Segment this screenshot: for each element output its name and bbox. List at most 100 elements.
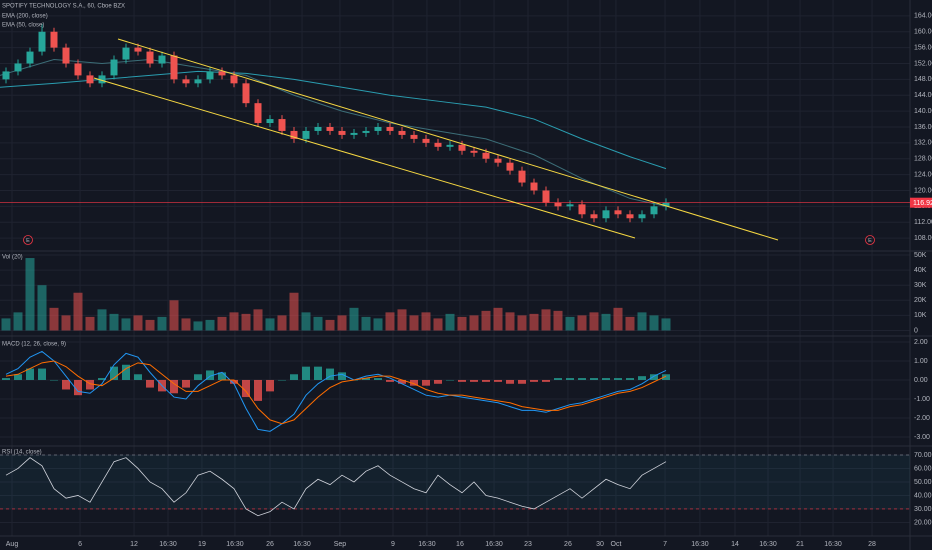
macd-histogram-bar (554, 378, 562, 380)
volume-bar (181, 318, 191, 331)
macd-histogram-bar (218, 372, 226, 380)
x-tick-label: 14 (731, 541, 739, 548)
macd-line (5, 350, 667, 432)
candle-body (350, 132, 358, 135)
macd-histogram-bar (98, 378, 106, 380)
candle-body (218, 71, 226, 76)
macd-histogram-bar (494, 379, 502, 382)
macd-histogram-bar (626, 378, 634, 380)
candle-body (158, 55, 166, 64)
candle-body (530, 182, 538, 191)
candle-body (2, 71, 10, 80)
earnings-marker[interactable]: E (865, 235, 875, 245)
candle-body (14, 63, 22, 72)
y-tick-label: 112.00 (914, 219, 932, 226)
x-tick-label: 16 (456, 541, 464, 548)
candle-body (302, 130, 310, 139)
x-tick-label: 26 (266, 541, 274, 548)
y-tick-label: -3.00 (914, 434, 930, 441)
candle-body (254, 103, 262, 124)
x-tick-label: 9 (391, 541, 395, 548)
ema-line (0, 59, 667, 207)
candle-body (290, 130, 298, 139)
candle-body (230, 75, 238, 84)
last-price-box (910, 197, 932, 208)
volume-bar (229, 312, 239, 331)
macd-histogram-bar (110, 366, 118, 380)
channel-line (117, 38, 779, 241)
last-price-label: 116.92 (913, 200, 932, 207)
y-tick-label: 128.00 (914, 156, 932, 163)
pane-title[interactable]: MACD (12, 26, close, 9) (2, 342, 66, 348)
indicator-legend[interactable]: EMA (50, close) (2, 23, 44, 29)
y-tick-label: 20.00 (914, 519, 932, 526)
signal-line (5, 360, 667, 425)
earnings-label: E (868, 238, 872, 244)
pane-title[interactable]: RSI (14, close) (2, 450, 42, 456)
macd-histogram-bar (314, 366, 322, 380)
volume-bar (37, 285, 47, 331)
candle-body (74, 63, 82, 76)
macd-histogram-bar (362, 378, 370, 380)
macd-histogram-bar (506, 379, 514, 384)
rsi-line (5, 457, 667, 517)
candle-body (266, 119, 274, 124)
volume-bar (517, 315, 527, 331)
x-tick-label: 16:30 (759, 541, 777, 548)
macd-histogram-bar (566, 378, 574, 380)
candle-body (38, 31, 46, 52)
y-tick-label: 144.00 (914, 92, 932, 99)
candle-body (194, 79, 202, 84)
candle-body (446, 144, 454, 147)
grid (0, 0, 910, 536)
candle-body (26, 51, 34, 64)
candle-body (638, 214, 646, 219)
macd-histogram-bar (434, 379, 442, 384)
macd-histogram-bar (38, 368, 46, 380)
macd-histogram-bar (338, 372, 346, 380)
candle-body (338, 130, 346, 135)
volume-bar (457, 316, 467, 331)
y-tick-label: 2.00 (914, 339, 928, 346)
macd-histogram-bar (290, 374, 298, 380)
candle-body (614, 210, 622, 215)
volume-bar (49, 307, 59, 331)
symbol-title[interactable]: SPOTIFY TECHNOLOGY S.A., 60, Cboe BZX (2, 4, 125, 10)
volume-bar (361, 316, 371, 331)
y-tick-label: 50.00 (914, 479, 932, 486)
x-tick-label: 16:30 (691, 541, 709, 548)
indicator-legend[interactable]: EMA (200, close) (2, 14, 48, 20)
volume-bar (25, 258, 35, 331)
x-tick-label: 16:30 (418, 541, 436, 548)
y-tick-label: 1.00 (914, 358, 928, 365)
y-tick-label: 50K (914, 252, 927, 259)
volume-bar (13, 312, 23, 331)
macd-histogram-bar (62, 379, 70, 390)
macd-histogram-bar (74, 379, 82, 396)
macd-histogram-bar (182, 379, 190, 388)
volume-bar (313, 316, 323, 331)
macd-histogram-bar (542, 379, 550, 382)
candle-body (566, 204, 574, 207)
candle-body (470, 150, 478, 153)
candle-body (146, 51, 154, 64)
y-tick-label: 30K (914, 282, 927, 289)
volume-bar (277, 315, 287, 331)
earnings-marker[interactable]: E (23, 235, 33, 245)
pane-title[interactable]: Vol (20) (2, 255, 23, 261)
macd-histogram-bar (482, 379, 490, 382)
y-tick-label: 60.00 (914, 465, 932, 472)
macd-histogram-bar (422, 379, 430, 386)
volume-bar (169, 300, 179, 331)
earnings-label: E (26, 238, 30, 244)
macd-histogram-bar (134, 374, 142, 380)
candle-body (458, 144, 466, 151)
macd-histogram-bar (170, 379, 178, 394)
x-tick-label: Sep (334, 541, 347, 548)
y-tick-label: 20K (914, 297, 927, 304)
macd-histogram-bar (206, 370, 214, 380)
volume-bar (217, 316, 227, 331)
macd-histogram-bar (374, 378, 382, 380)
